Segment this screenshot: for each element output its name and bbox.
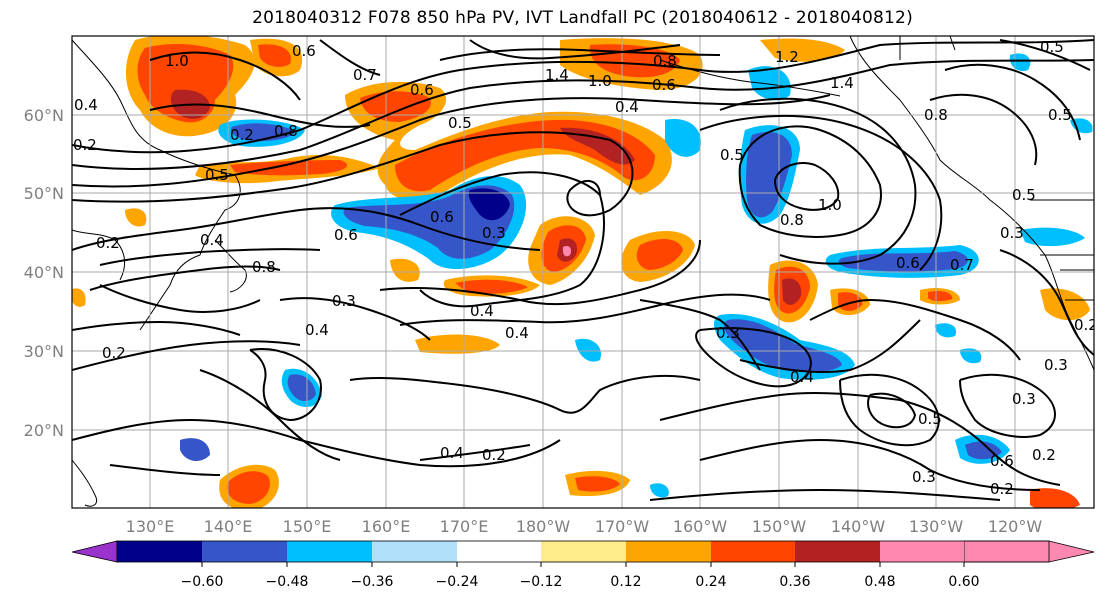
contour-label: 0.2 [230,126,254,144]
contour-label: 0.3 [1000,224,1024,242]
colorbar-tick-label: −0.60 [181,574,224,590]
lat-label: 30°N [24,342,64,361]
contour-label: 0.6 [896,254,920,272]
contour-label: 0.5 [1012,186,1036,204]
contour-label: 0.6 [410,81,434,99]
colorbar-tick-label: 0.24 [695,574,726,590]
lon-label: 160°E [362,517,411,536]
contour-label: 0.7 [353,66,377,84]
colorbar-swatch [117,541,202,562]
contour-label: 0.6 [292,42,316,60]
colorbar-swatch [880,541,964,562]
lon-label: 130°E [126,517,175,536]
ivt-contours [72,39,1094,501]
colorbar-swatch [795,541,880,562]
lon-label: 170°E [440,517,489,536]
contour-label: 0.4 [505,324,529,342]
lon-label: 180°W [516,517,571,536]
lat-label: 40°N [24,263,64,282]
contour-label: 0.3 [482,224,506,242]
contour-label: 0.5 [1040,38,1064,56]
contour-label: 0.5 [720,146,744,164]
contour-label: 0.4 [790,368,814,386]
contour-label: 0.2 [102,344,126,362]
latitude-labels: 60°N 50°N 40°N 30°N 20°N [24,106,64,440]
lon-label: 150°E [283,517,332,536]
contour-label: 1.4 [830,74,854,92]
contour-label: 0.3 [1012,390,1036,408]
contour-label: 0.4 [615,98,639,116]
contour-label: 0.6 [652,76,676,94]
colorbar-extend-low [71,540,118,563]
contour-label: 0.8 [653,52,677,70]
contour-label: 0.5 [918,410,942,428]
contour-label: 0.6 [334,226,358,244]
contour-labels: 1.0 0.6 0.7 0.6 0.5 0.8 1.4 1.0 0.4 0.8 … [73,38,1098,498]
contour-label: 0.2 [990,480,1014,498]
contour-label: 0.4 [200,231,224,249]
colorbar-swatch [711,541,795,562]
colorbar-tick-label: 0.60 [948,574,979,590]
colorbar-tick-label: −0.12 [520,574,563,590]
colorbar-swatch [457,541,541,562]
contour-label: 0.5 [205,166,229,184]
colorbar-ticks [201,562,965,567]
lon-label: 170°W [595,517,650,536]
colorbar-tick-label: −0.36 [351,574,394,590]
colorbar: −0.60 −0.48 −0.36 −0.24 −0.12 0.12 0.24 … [71,540,1095,590]
lat-label: 20°N [24,421,64,440]
colorbar-swatch [287,541,372,562]
colorbar-swatch [372,541,457,562]
lon-label: 160°W [673,517,728,536]
colorbar-tick-label: 0.48 [864,574,895,590]
lon-label: 130°W [909,517,964,536]
contour-label: 0.8 [924,106,948,124]
contour-label: 0.4 [470,302,494,320]
lat-label: 50°N [24,184,64,203]
contour-label: 0.3 [716,324,740,342]
contour-label: 0.6 [990,452,1014,470]
lat-label: 60°N [24,106,64,125]
colorbar-tick-label: −0.24 [436,574,479,590]
contour-label: 0.2 [482,446,506,464]
contour-label: 0.5 [1048,106,1072,124]
contour-label: 0.8 [252,258,276,276]
colorbar-tick-label: −0.48 [266,574,309,590]
contour-label: 0.8 [780,211,804,229]
map-title: 2018040312 F078 850 hPa PV, IVT Landfall… [252,8,913,28]
contour-label: 0.4 [74,96,98,114]
contour-label: 0.3 [332,292,356,310]
colorbar-swatch [626,541,711,562]
lon-label: 120°W [988,517,1043,536]
contour-label: 0.5 [448,114,472,132]
contour-label: 0.3 [1044,356,1068,374]
lon-label: 140°W [831,517,886,536]
contour-label: 0.8 [274,122,298,140]
contour-label: 0.2 [73,136,97,154]
map-border [71,35,1095,509]
colorbar-swatch [541,541,626,562]
contour-label: 0.2 [96,234,120,252]
lon-label: 150°W [752,517,807,536]
contour-label: 1.2 [775,48,799,66]
pv-anomaly-fill [72,36,1093,508]
contour-label: 1.0 [165,52,189,70]
contour-label: 0.4 [305,321,329,339]
contour-label: 1.0 [588,72,612,90]
contour-label: 1.0 [818,196,842,214]
contour-label: 1.4 [545,66,569,84]
lon-label: 140°E [204,517,253,536]
contour-label: 0.4 [440,444,464,462]
contour-label: 0.3 [912,468,936,486]
colorbar-tick-label: 0.36 [779,574,810,590]
colorbar-extend-high [963,540,1095,563]
longitude-labels: 130°E 140°E 150°E 160°E 170°E 180°W 170°… [126,517,1043,536]
contour-label: 0.2 [1032,446,1056,464]
contour-label: 0.6 [430,208,454,226]
contour-label: 0.2 [1074,316,1098,334]
colorbar-swatch [202,541,287,562]
contour-label: 0.7 [950,256,974,274]
colorbar-tick-label: 0.12 [610,574,641,590]
